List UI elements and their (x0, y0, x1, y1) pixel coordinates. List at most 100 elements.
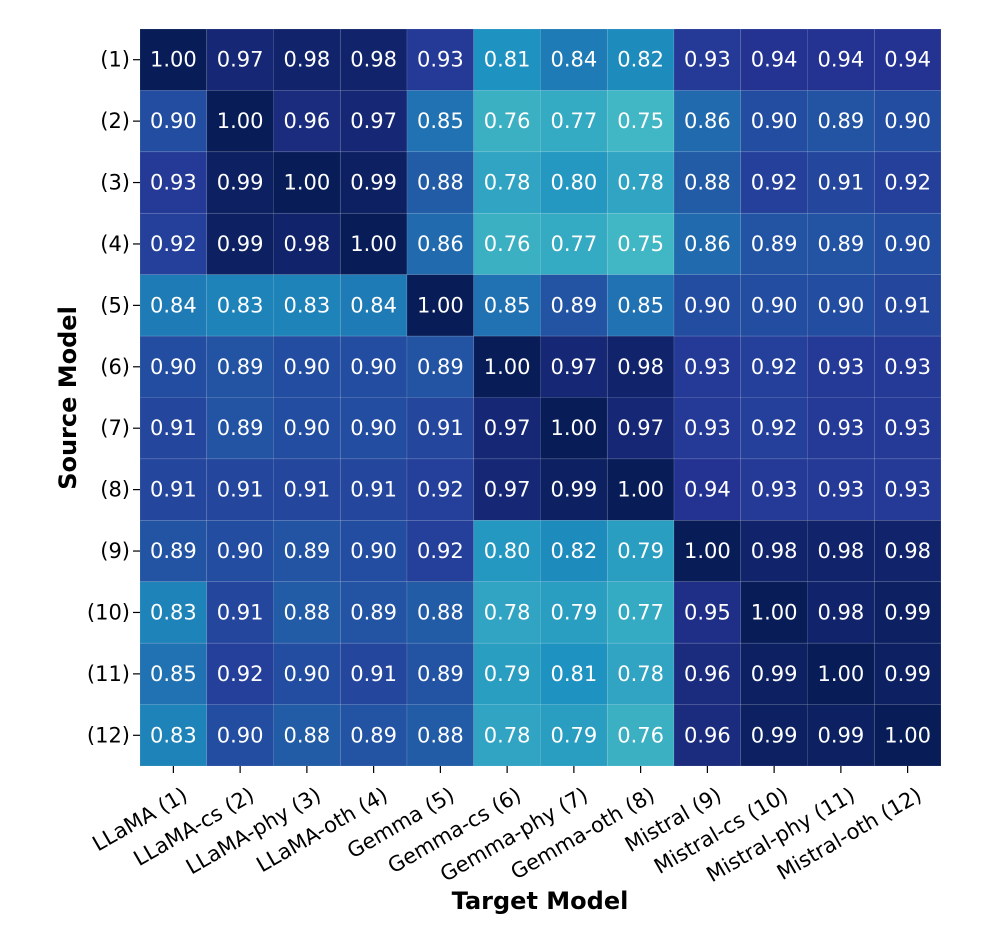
cell-value-label: 0.88 (283, 600, 330, 624)
heatmap-cell (673, 642, 742, 705)
cell-value-label: 1.00 (150, 48, 197, 72)
cell-value-label: 0.82 (550, 539, 597, 563)
heatmap-cell (339, 458, 408, 521)
cell-value-label: 0.98 (751, 539, 798, 563)
cell-value-label: 0.90 (217, 723, 264, 747)
heatmap-cell (606, 274, 675, 337)
heatmap-cell (206, 397, 274, 460)
cell-value-label: 0.92 (884, 171, 931, 195)
heatmap-cell (406, 274, 475, 337)
heatmap-cell (740, 520, 808, 583)
x-axis-title: Target Model (452, 887, 629, 915)
cell-value-label: 0.94 (817, 48, 864, 72)
cell-value-label: 0.99 (217, 232, 264, 256)
heatmap-cell (873, 520, 942, 583)
cell-value-label: 0.90 (817, 293, 864, 317)
cell-value-label: 0.78 (617, 662, 664, 686)
cell-value-label: 0.89 (283, 539, 330, 563)
y-tick-label: (3) (100, 171, 130, 195)
cell-value-label: 0.79 (617, 539, 664, 563)
heatmap-cell (339, 397, 408, 460)
cell-value-label: 0.84 (150, 293, 197, 317)
cell-value-label: 0.83 (217, 293, 264, 317)
heatmap-cell (807, 642, 875, 705)
y-ticks-layer: (1) (2) (3) (4) (5) (6) (7) (8) (9) (10) (11) (12) (87, 48, 140, 747)
cell-value-label: 0.78 (484, 171, 531, 195)
cell-value-label: 0.86 (684, 232, 731, 256)
cell-value-label: 0.97 (350, 109, 397, 133)
cell-value-label: 0.98 (283, 48, 330, 72)
cell-value-label: 0.89 (550, 293, 597, 317)
heatmap-cell (540, 212, 608, 275)
cell-value-label: 0.99 (350, 171, 397, 195)
cell-value-label: 0.81 (484, 48, 531, 72)
cell-value-label: 0.91 (350, 478, 397, 502)
heatmap-cell (273, 397, 341, 460)
cell-value-label: 0.78 (484, 600, 531, 624)
heatmap-cell (807, 212, 875, 275)
heatmap-cell (139, 212, 208, 275)
cell-value-label: 0.94 (884, 48, 931, 72)
heatmap-cell (339, 581, 408, 644)
heatmap-cell (540, 642, 608, 705)
cell-value-label: 1.00 (751, 600, 798, 624)
cell-value-label: 0.98 (283, 232, 330, 256)
heatmap-cell (740, 642, 808, 705)
heatmap-cell (606, 458, 675, 521)
cell-value-label: 0.98 (884, 539, 931, 563)
heatmap-cell (406, 642, 475, 705)
heatmap-cell (740, 274, 808, 337)
cell-value-label: 0.93 (817, 478, 864, 502)
heatmap-cell (206, 704, 274, 767)
cell-value-label: 0.86 (684, 109, 731, 133)
heatmap-cell (139, 335, 208, 398)
cell-value-label: 0.88 (684, 171, 731, 195)
cell-value-label: 0.89 (817, 232, 864, 256)
heatmap-cell (139, 90, 208, 153)
heatmap-cell (807, 151, 875, 214)
cell-value-label: 0.76 (484, 232, 531, 256)
cell-value-label: 0.91 (217, 600, 264, 624)
heatmap-cell (606, 335, 675, 398)
heatmap-cell (606, 520, 675, 583)
cell-value-label: 0.91 (217, 478, 264, 502)
cell-value-label: 0.85 (617, 293, 664, 317)
heatmap-cell (740, 397, 808, 460)
heatmap-cell (206, 335, 274, 398)
heatmap-cell (406, 28, 475, 91)
heatmap-cell (807, 520, 875, 583)
heatmap-cell (540, 458, 608, 521)
cell-value-label: 0.93 (817, 355, 864, 379)
cell-value-label: 0.95 (684, 600, 731, 624)
cell-labels-layer: 1.00 0.97 0.98 0.98 0.93 0.81 0.84 0.82 0.93 0.94… (150, 48, 931, 748)
heatmap-cell (873, 90, 942, 153)
cell-value-label: 0.79 (484, 662, 531, 686)
heatmap-cell (273, 704, 341, 767)
heatmap-cell (473, 335, 541, 398)
heatmap-cell (673, 397, 742, 460)
heatmap-cell (606, 642, 675, 705)
y-tick-label: (2) (100, 109, 130, 133)
cell-value-label: 0.93 (884, 416, 931, 440)
cell-value-label: 0.90 (283, 355, 330, 379)
cell-value-label: 0.93 (150, 171, 197, 195)
cell-value-label: 0.88 (417, 723, 464, 747)
heatmap-cell (540, 520, 608, 583)
heatmap-cell (807, 458, 875, 521)
cell-value-label: 0.78 (484, 723, 531, 747)
heatmap-cell (873, 274, 942, 337)
cell-value-label: 0.96 (283, 109, 330, 133)
cell-value-label: 0.89 (217, 416, 264, 440)
cell-value-label: 0.97 (550, 355, 597, 379)
cell-value-label: 0.88 (417, 171, 464, 195)
heatmap-cell (540, 581, 608, 644)
heatmap-cell (139, 274, 208, 337)
y-tick-label: (5) (100, 293, 130, 317)
heatmap-cell (673, 274, 742, 337)
cell-value-label: 0.96 (684, 662, 731, 686)
heatmap-cell (473, 274, 541, 337)
heatmap-cell (606, 90, 675, 153)
cell-value-label: 0.78 (617, 171, 664, 195)
heatmap-cell (139, 520, 208, 583)
heatmap-cell (406, 581, 475, 644)
